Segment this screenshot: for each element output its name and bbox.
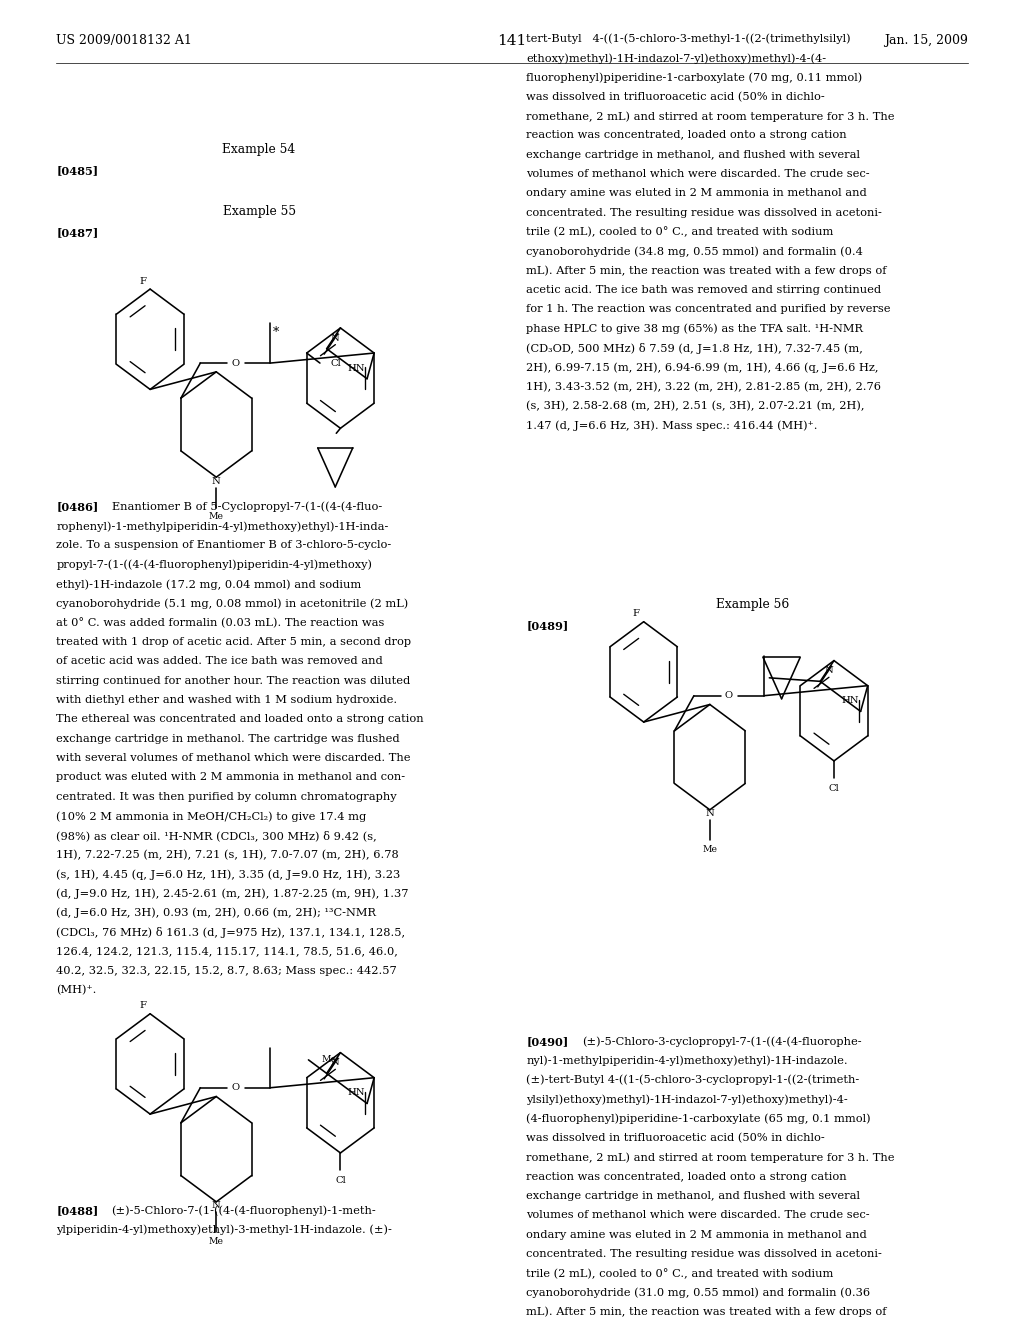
Text: (s, 3H), 2.58-2.68 (m, 2H), 2.51 (s, 3H), 2.07-2.21 (m, 2H),: (s, 3H), 2.58-2.68 (m, 2H), 2.51 (s, 3H)… <box>526 401 865 412</box>
Text: romethane, 2 mL) and stirred at room temperature for 3 h. The: romethane, 2 mL) and stirred at room tem… <box>526 1152 895 1163</box>
Text: [0485]: [0485] <box>56 165 98 176</box>
Text: (d, J=6.0 Hz, 3H), 0.93 (m, 2H), 0.66 (m, 2H); ¹³C-NMR: (d, J=6.0 Hz, 3H), 0.93 (m, 2H), 0.66 (m… <box>56 908 377 919</box>
Text: 40.2, 32.5, 32.3, 22.15, 15.2, 8.7, 8.63; Mass spec.: 442.57: 40.2, 32.5, 32.3, 22.15, 15.2, 8.7, 8.63… <box>56 966 397 975</box>
Text: N: N <box>331 334 340 343</box>
Text: N: N <box>331 1059 340 1068</box>
Text: product was eluted with 2 M ammonia in methanol and con-: product was eluted with 2 M ammonia in m… <box>56 772 406 783</box>
Text: N: N <box>212 1201 220 1210</box>
Text: zole. To a suspension of Enantiomer B of 3-chloro-5-cyclo-: zole. To a suspension of Enantiomer B of… <box>56 540 391 550</box>
Text: (CDCl₃, 76 MHz) δ 161.3 (d, J=975 Hz), 137.1, 134.1, 128.5,: (CDCl₃, 76 MHz) δ 161.3 (d, J=975 Hz), 1… <box>56 927 406 939</box>
Text: (CD₃OD, 500 MHz) δ 7.59 (d, J=1.8 Hz, 1H), 7.32-7.45 (m,: (CD₃OD, 500 MHz) δ 7.59 (d, J=1.8 Hz, 1H… <box>526 343 863 354</box>
Text: concentrated. The resulting residue was dissolved in acetoni-: concentrated. The resulting residue was … <box>526 1249 883 1259</box>
Text: F: F <box>139 1002 146 1010</box>
Text: 2H), 6.99-7.15 (m, 2H), 6.94-6.99 (m, 1H), 4.66 (q, J=6.6 Hz,: 2H), 6.99-7.15 (m, 2H), 6.94-6.99 (m, 1H… <box>526 363 879 374</box>
Text: 126.4, 124.2, 121.3, 115.4, 115.17, 114.1, 78.5, 51.6, 46.0,: 126.4, 124.2, 121.3, 115.4, 115.17, 114.… <box>56 946 398 957</box>
Text: 141: 141 <box>498 33 526 48</box>
Text: (±)-5-Chloro-3-cyclopropyl-7-(1-((4-(4-fluorophe-: (±)-5-Chloro-3-cyclopropyl-7-(1-((4-(4-f… <box>582 1036 861 1047</box>
Text: ylpiperidin-4-yl)methoxy)ethyl)-3-methyl-1H-indazole. (±)-: ylpiperidin-4-yl)methoxy)ethyl)-3-methyl… <box>56 1225 392 1236</box>
Text: romethane, 2 mL) and stirred at room temperature for 3 h. The: romethane, 2 mL) and stirred at room tem… <box>526 111 895 121</box>
Text: reaction was concentrated, loaded onto a strong cation: reaction was concentrated, loaded onto a… <box>526 131 847 140</box>
Text: exchange cartridge in methanol, and flushed with several: exchange cartridge in methanol, and flus… <box>526 1191 860 1201</box>
Text: cyanoborohydride (34.8 mg, 0.55 mmol) and formalin (0.4: cyanoborohydride (34.8 mg, 0.55 mmol) an… <box>526 247 863 257</box>
Text: (98%) as clear oil. ¹H-NMR (CDCl₃, 300 MHz) δ 9.42 (s,: (98%) as clear oil. ¹H-NMR (CDCl₃, 300 M… <box>56 830 377 841</box>
Text: ondary amine was eluted in 2 M ammonia in methanol and: ondary amine was eluted in 2 M ammonia i… <box>526 189 867 198</box>
Text: volumes of methanol which were discarded. The crude sec-: volumes of methanol which were discarded… <box>526 169 870 180</box>
Text: (10% 2 M ammonia in MeOH/CH₂Cl₂) to give 17.4 mg: (10% 2 M ammonia in MeOH/CH₂Cl₂) to give… <box>56 810 367 821</box>
Text: [0487]: [0487] <box>56 227 98 238</box>
Text: exchange cartridge in methanol, and flushed with several: exchange cartridge in methanol, and flus… <box>526 149 860 160</box>
Text: rophenyl)-1-methylpiperidin-4-yl)methoxy)ethyl)-1H-inda-: rophenyl)-1-methylpiperidin-4-yl)methoxy… <box>56 521 389 532</box>
Text: Cl: Cl <box>330 359 341 367</box>
Text: Cl: Cl <box>335 1176 346 1185</box>
Text: The ethereal was concentrated and loaded onto a strong cation: The ethereal was concentrated and loaded… <box>56 714 424 725</box>
Text: exchange cartridge in methanol. The cartridge was flushed: exchange cartridge in methanol. The cart… <box>56 734 400 743</box>
Text: Me: Me <box>702 845 718 854</box>
Text: Example 56: Example 56 <box>716 598 790 611</box>
Text: stirring continued for another hour. The reaction was diluted: stirring continued for another hour. The… <box>56 676 411 685</box>
Text: Example 55: Example 55 <box>222 205 296 218</box>
Text: centrated. It was then purified by column chromatography: centrated. It was then purified by colum… <box>56 792 397 801</box>
Text: N: N <box>706 809 714 818</box>
Text: Me: Me <box>209 1237 224 1246</box>
Text: cyanoborohydride (31.0 mg, 0.55 mmol) and formalin (0.36: cyanoborohydride (31.0 mg, 0.55 mmol) an… <box>526 1287 870 1298</box>
Text: O: O <box>725 692 733 700</box>
Text: ethyl)-1H-indazole (17.2 mg, 0.04 mmol) and sodium: ethyl)-1H-indazole (17.2 mg, 0.04 mmol) … <box>56 579 361 590</box>
Text: cyanoborohydride (5.1 mg, 0.08 mmol) in acetonitrile (2 mL): cyanoborohydride (5.1 mg, 0.08 mmol) in … <box>56 598 409 609</box>
Text: concentrated. The resulting residue was dissolved in acetoni-: concentrated. The resulting residue was … <box>526 207 883 218</box>
Text: mL). After 5 min, the reaction was treated with a few drops of: mL). After 5 min, the reaction was treat… <box>526 265 887 276</box>
Text: was dissolved in trifluoroacetic acid (50% in dichlo-: was dissolved in trifluoroacetic acid (5… <box>526 91 825 102</box>
Text: O: O <box>231 359 240 367</box>
Text: acetic acid. The ice bath was removed and stirring continued: acetic acid. The ice bath was removed an… <box>526 285 882 296</box>
Text: mL). After 5 min, the reaction was treated with a few drops of: mL). After 5 min, the reaction was treat… <box>526 1307 887 1317</box>
Text: 1H), 7.22-7.25 (m, 2H), 7.21 (s, 1H), 7.0-7.07 (m, 2H), 6.78: 1H), 7.22-7.25 (m, 2H), 7.21 (s, 1H), 7.… <box>56 850 399 861</box>
Text: reaction was concentrated, loaded onto a strong cation: reaction was concentrated, loaded onto a… <box>526 1172 847 1181</box>
Text: trile (2 mL), cooled to 0° C., and treated with sodium: trile (2 mL), cooled to 0° C., and treat… <box>526 227 834 238</box>
Text: volumes of methanol which were discarded. The crude sec-: volumes of methanol which were discarded… <box>526 1210 870 1220</box>
Text: of acetic acid was added. The ice bath was removed and: of acetic acid was added. The ice bath w… <box>56 656 383 667</box>
Text: [0490]: [0490] <box>526 1036 568 1047</box>
Text: [0488]: [0488] <box>56 1205 98 1216</box>
Text: (±)-5-Chloro-7-(1-((4-(4-fluorophenyl)-1-meth-: (±)-5-Chloro-7-(1-((4-(4-fluorophenyl)-1… <box>112 1205 377 1216</box>
Text: Me: Me <box>322 1056 337 1064</box>
Text: [0486]: [0486] <box>56 502 98 512</box>
Text: (±)-tert-Butyl 4-((1-(5-chloro-3-cyclopropyl-1-((2-(trimeth-: (±)-tert-Butyl 4-((1-(5-chloro-3-cyclopr… <box>526 1074 859 1085</box>
Text: 1H), 3.43-3.52 (m, 2H), 3.22 (m, 2H), 2.81-2.85 (m, 2H), 2.76: 1H), 3.43-3.52 (m, 2H), 3.22 (m, 2H), 2.… <box>526 381 882 392</box>
Text: phase HPLC to give 38 mg (65%) as the TFA salt. ¹H-NMR: phase HPLC to give 38 mg (65%) as the TF… <box>526 323 863 334</box>
Text: (MH)⁺.: (MH)⁺. <box>56 985 96 995</box>
Text: Example 54: Example 54 <box>222 143 296 156</box>
Text: HN: HN <box>347 1089 365 1097</box>
Text: ethoxy)methyl)-1H-indazol-7-yl)ethoxy)methyl)-4-(4-: ethoxy)methyl)-1H-indazol-7-yl)ethoxy)me… <box>526 53 826 63</box>
Text: for 1 h. The reaction was concentrated and purified by reverse: for 1 h. The reaction was concentrated a… <box>526 305 891 314</box>
Text: fluorophenyl)piperidine-1-carboxylate (70 mg, 0.11 mmol): fluorophenyl)piperidine-1-carboxylate (7… <box>526 73 862 83</box>
Text: (d, J=9.0 Hz, 1H), 2.45-2.61 (m, 2H), 1.87-2.25 (m, 9H), 1.37: (d, J=9.0 Hz, 1H), 2.45-2.61 (m, 2H), 1.… <box>56 888 409 899</box>
Text: HN: HN <box>841 697 858 705</box>
Text: with several volumes of methanol which were discarded. The: with several volumes of methanol which w… <box>56 752 411 763</box>
Text: Cl: Cl <box>828 784 840 793</box>
Text: propyl-7-(1-((4-(4-fluorophenyl)piperidin-4-yl)methoxy): propyl-7-(1-((4-(4-fluorophenyl)piperidi… <box>56 560 373 570</box>
Text: treated with 1 drop of acetic acid. After 5 min, a second drop: treated with 1 drop of acetic acid. Afte… <box>56 638 412 647</box>
Text: Me: Me <box>209 512 224 521</box>
Text: *: * <box>272 326 279 339</box>
Text: ondary amine was eluted in 2 M ammonia in methanol and: ondary amine was eluted in 2 M ammonia i… <box>526 1230 867 1239</box>
Text: F: F <box>633 610 640 618</box>
Text: at 0° C. was added formalin (0.03 mL). The reaction was: at 0° C. was added formalin (0.03 mL). T… <box>56 618 385 628</box>
Text: Jan. 15, 2009: Jan. 15, 2009 <box>884 33 968 46</box>
Text: HN: HN <box>347 364 365 372</box>
Text: N: N <box>824 667 834 676</box>
Text: Enantiomer B of 5-Cyclopropyl-7-(1-((4-(4-fluo-: Enantiomer B of 5-Cyclopropyl-7-(1-((4-(… <box>112 502 382 512</box>
Text: [0489]: [0489] <box>526 620 568 631</box>
Text: O: O <box>231 1084 240 1092</box>
Text: (s, 1H), 4.45 (q, J=6.0 Hz, 1H), 3.35 (d, J=9.0 Hz, 1H), 3.23: (s, 1H), 4.45 (q, J=6.0 Hz, 1H), 3.35 (d… <box>56 869 400 879</box>
Text: was dissolved in trifluoroacetic acid (50% in dichlo-: was dissolved in trifluoroacetic acid (5… <box>526 1133 825 1143</box>
Text: trile (2 mL), cooled to 0° C., and treated with sodium: trile (2 mL), cooled to 0° C., and treat… <box>526 1269 834 1279</box>
Text: (4-fluorophenyl)piperidine-1-carboxylate (65 mg, 0.1 mmol): (4-fluorophenyl)piperidine-1-carboxylate… <box>526 1114 871 1125</box>
Text: 1.47 (d, J=6.6 Hz, 3H). Mass spec.: 416.44 (MH)⁺.: 1.47 (d, J=6.6 Hz, 3H). Mass spec.: 416.… <box>526 421 818 432</box>
Text: nyl)-1-methylpiperidin-4-yl)methoxy)ethyl)-1H-indazole.: nyl)-1-methylpiperidin-4-yl)methoxy)ethy… <box>526 1056 848 1067</box>
Text: F: F <box>139 277 146 285</box>
Text: with diethyl ether and washed with 1 M sodium hydroxide.: with diethyl ether and washed with 1 M s… <box>56 696 397 705</box>
Text: US 2009/0018132 A1: US 2009/0018132 A1 <box>56 33 193 46</box>
Text: ylsilyl)ethoxy)methyl)-1H-indazol-7-yl)ethoxy)methyl)-4-: ylsilyl)ethoxy)methyl)-1H-indazol-7-yl)e… <box>526 1094 848 1105</box>
Text: N: N <box>212 477 220 486</box>
Text: tert-Butyl   4-((1-(5-chloro-3-methyl-1-((2-(trimethylsilyl): tert-Butyl 4-((1-(5-chloro-3-methyl-1-((… <box>526 33 851 45</box>
